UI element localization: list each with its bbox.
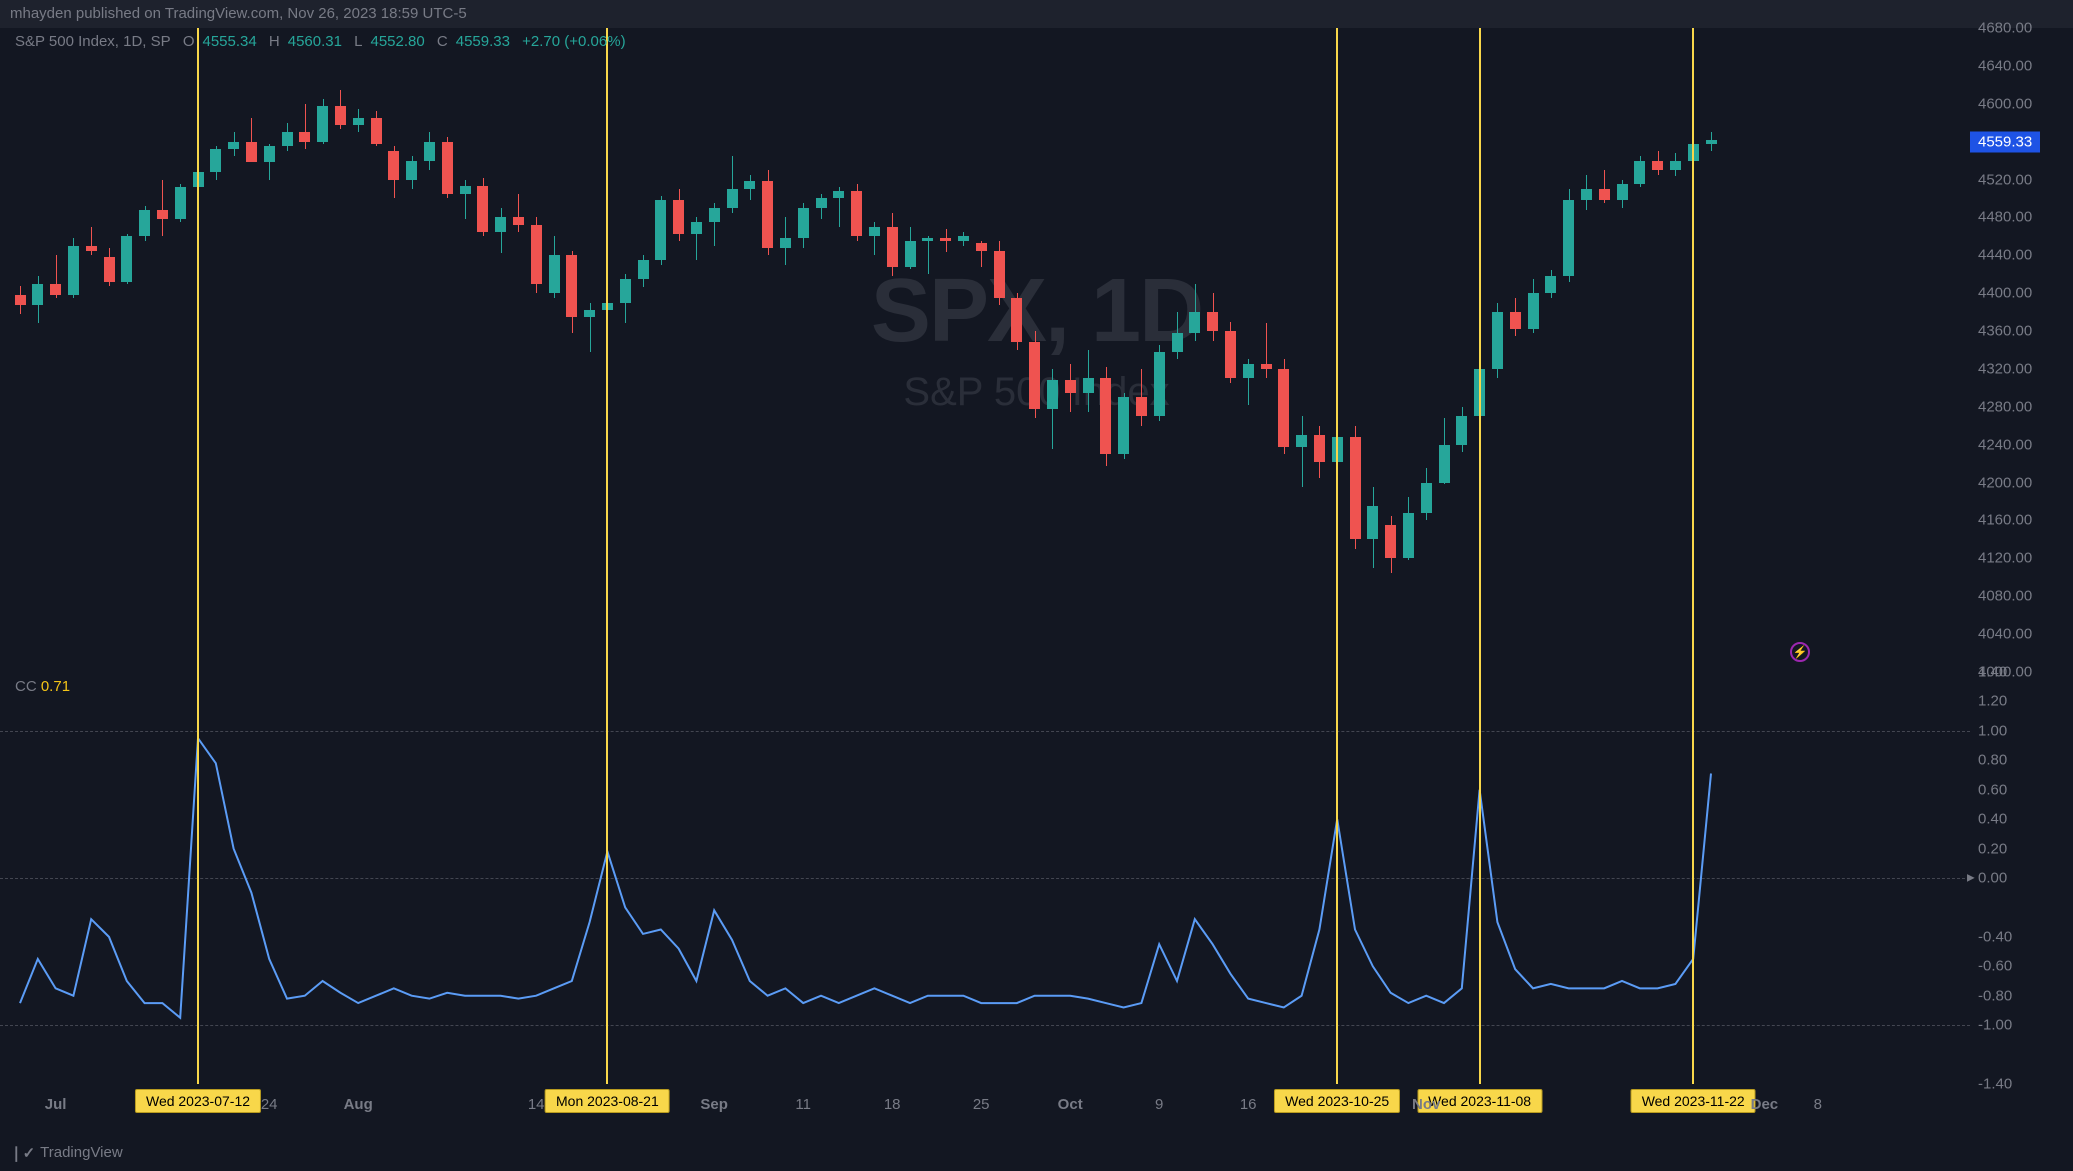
lightning-icon[interactable]: ⚡ xyxy=(1790,642,1810,662)
vertical-marker[interactable] xyxy=(197,28,199,1084)
price-ytick: 4520.00 xyxy=(1978,171,2032,188)
vertical-marker[interactable] xyxy=(1479,28,1481,1084)
date-label[interactable]: Wed 2023-07-12 xyxy=(135,1089,261,1113)
ohlc-l-label: L xyxy=(354,33,362,50)
ohlc-l: 4552.80 xyxy=(371,33,425,50)
indicator-ytick: 0.40 xyxy=(1978,811,2007,828)
publish-header: mhayden published on TradingView.com, No… xyxy=(0,0,2073,28)
price-ytick: 4080.00 xyxy=(1978,588,2032,605)
xaxis-tick: 8 xyxy=(1814,1096,1822,1113)
price-ytick: 4360.00 xyxy=(1978,323,2032,340)
indicator-ytick: -0.80 xyxy=(1978,987,2012,1004)
indicator-ytick: 0.60 xyxy=(1978,781,2007,798)
indicator-ytick: -1.00 xyxy=(1978,1017,2012,1034)
xaxis-tick: 18 xyxy=(884,1096,901,1113)
indicator-yaxis[interactable]: -1.40-1.00-0.80-0.60-0.400.000.200.400.6… xyxy=(1970,672,2073,1084)
ohlc-o-label: O xyxy=(183,33,195,50)
vertical-marker[interactable] xyxy=(1692,28,1694,1084)
xaxis-tick: 16 xyxy=(1240,1096,1257,1113)
price-ytick: 4640.00 xyxy=(1978,57,2032,74)
indicator-ytick: 1.00 xyxy=(1978,722,2007,739)
indicator-ytick: -1.40 xyxy=(1978,1076,2012,1093)
xaxis-tick: 11 xyxy=(795,1096,811,1113)
ohlc-h: 4560.31 xyxy=(288,33,342,50)
time-xaxis[interactable]: Wed 2023-07-12 Mon 2023-08-21 Wed 2023-10-… xyxy=(0,1084,1970,1134)
date-label[interactable]: Mon 2023-08-21 xyxy=(545,1089,670,1113)
indicator-ytick: 0.20 xyxy=(1978,840,2007,857)
indicator-ytick: -0.60 xyxy=(1978,958,2012,975)
indicator-chart[interactable]: CC 0.71 xyxy=(0,672,1970,1084)
vertical-marker[interactable] xyxy=(606,28,608,1084)
price-ytick: 4160.00 xyxy=(1978,512,2032,529)
ohlc-change: +2.70 (+0.06%) xyxy=(522,33,625,50)
indicator-ytick: 1.40 xyxy=(1978,664,2007,681)
cc-line xyxy=(0,672,1970,1084)
ohlc-c-label: C xyxy=(437,33,448,50)
footer-bar: ❘✓ TradingView xyxy=(0,1134,2073,1171)
price-ytick: 4400.00 xyxy=(1978,285,2032,302)
indicator-ytick: -0.40 xyxy=(1978,928,2012,945)
indicator-value: 0.71 xyxy=(41,678,70,695)
price-ytick: 4280.00 xyxy=(1978,398,2032,415)
xaxis-tick: 24 xyxy=(261,1096,278,1113)
ohlc-o: 4555.34 xyxy=(203,33,257,50)
price-yaxis[interactable]: 4000.004040.004080.004120.004160.004200.… xyxy=(1970,28,2073,672)
publish-text: mhayden published on TradingView.com, No… xyxy=(10,5,467,22)
date-label[interactable]: Wed 2023-11-22 xyxy=(1631,1089,1756,1113)
price-ytick: 4240.00 xyxy=(1978,436,2032,453)
xaxis-tick: 14 xyxy=(528,1096,545,1113)
indicator-legend: CC 0.71 xyxy=(15,678,70,695)
xaxis-tick: 25 xyxy=(973,1096,990,1113)
vertical-marker[interactable] xyxy=(1336,28,1338,1084)
xaxis-tick: Dec xyxy=(1751,1096,1779,1113)
price-ytick: 4200.00 xyxy=(1978,474,2032,491)
footer-brand: TradingView xyxy=(40,1144,123,1161)
indicator-name: CC xyxy=(15,678,37,695)
xaxis-tick: Oct xyxy=(1058,1096,1083,1113)
price-ytick: 4680.00 xyxy=(1978,20,2032,37)
tv-logo-icon: ❘✓ xyxy=(10,1144,35,1162)
price-ytick: 4440.00 xyxy=(1978,247,2032,264)
xaxis-tick: Sep xyxy=(700,1096,728,1113)
indicator-ytick: 1.20 xyxy=(1978,693,2007,710)
chart-legend: S&P 500 Index, 1D, SP O4555.34 H4560.31 … xyxy=(15,33,634,50)
xaxis-tick: Aug xyxy=(344,1096,373,1113)
date-label[interactable]: Wed 2023-10-25 xyxy=(1274,1089,1400,1113)
current-price-tag: 4559.33 xyxy=(1970,132,2040,153)
price-ytick: 4600.00 xyxy=(1978,95,2032,112)
ohlc-h-label: H xyxy=(269,33,280,50)
xaxis-tick: 9 xyxy=(1155,1096,1163,1113)
indicator-ytick: 0.00 xyxy=(1978,870,2007,887)
xaxis-tick: Nov xyxy=(1412,1096,1440,1113)
indicator-ytick: 0.80 xyxy=(1978,752,2007,769)
price-ytick: 4480.00 xyxy=(1978,209,2032,226)
symbol-name: S&P 500 Index, 1D, SP xyxy=(15,33,171,50)
xaxis-tick: Jul xyxy=(45,1096,67,1113)
ohlc-c: 4559.33 xyxy=(456,33,510,50)
price-ytick: 4120.00 xyxy=(1978,550,2032,567)
price-ytick: 4040.00 xyxy=(1978,626,2032,643)
price-ytick: 4320.00 xyxy=(1978,360,2032,377)
